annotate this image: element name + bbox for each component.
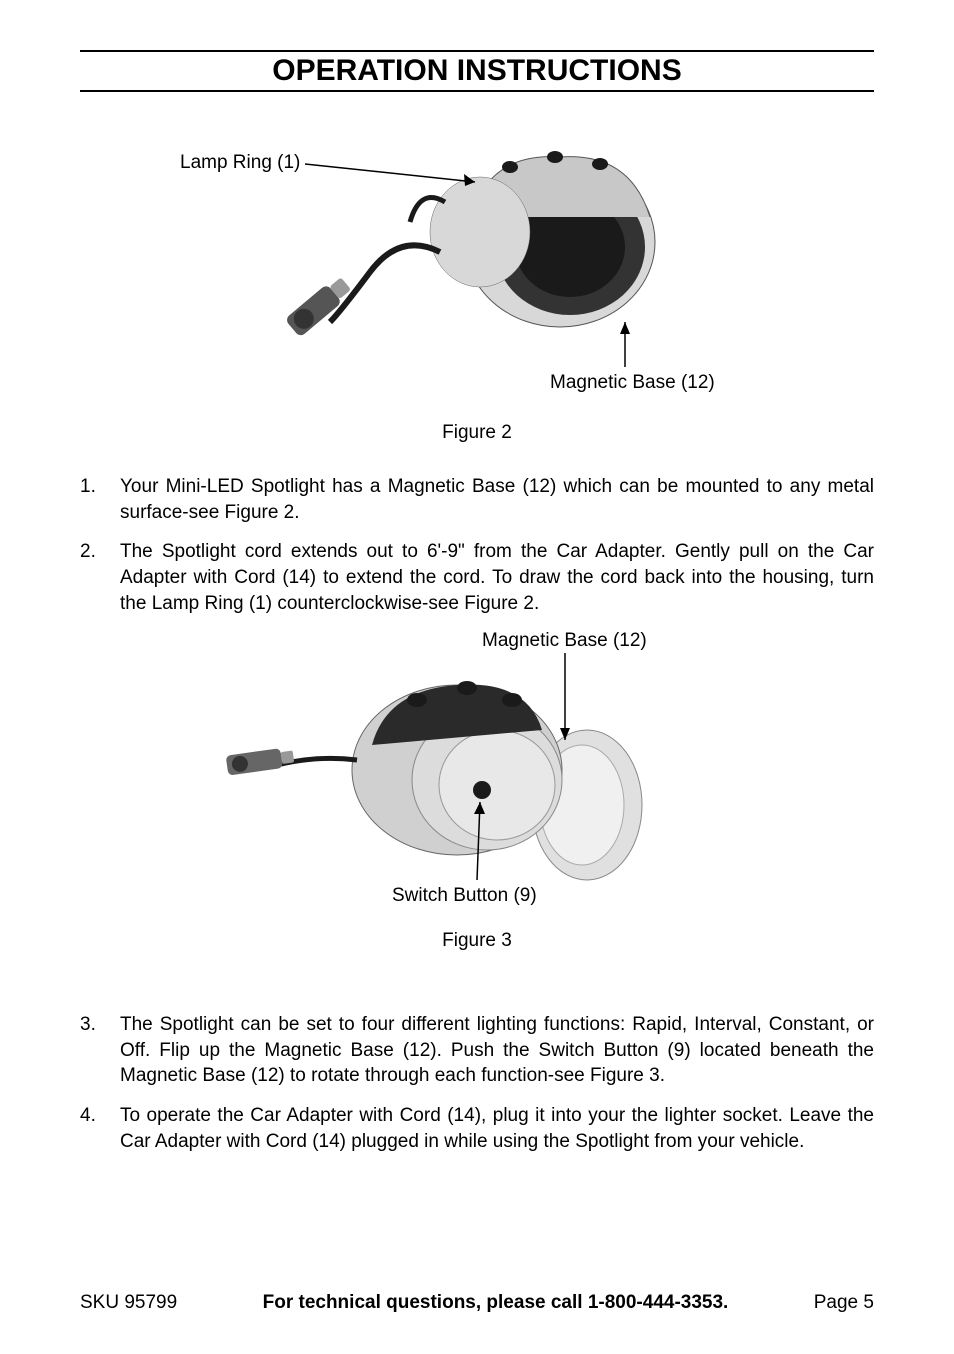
item-text: Your Mini-LED Spotlight has a Magnetic B… — [120, 474, 874, 525]
item-number: 1. — [80, 474, 120, 525]
instruction-list-top: 1. Your Mini-LED Spotlight has a Magneti… — [80, 474, 874, 616]
figure-2-caption: Figure 2 — [80, 422, 874, 444]
instruction-item: 4. To operate the Car Adapter with Cord … — [80, 1103, 874, 1154]
section-title: OPERATION INSTRUCTIONS — [80, 50, 874, 92]
instruction-item: 1. Your Mini-LED Spotlight has a Magneti… — [80, 474, 874, 525]
footer-center: For technical questions, please call 1-8… — [263, 1292, 729, 1314]
item-text: To operate the Car Adapter with Cord (14… — [120, 1103, 874, 1154]
figure-3-svg — [177, 630, 777, 910]
magnetic-base-label-fig2: Magnetic Base (12) — [550, 372, 715, 394]
footer-sku: SKU 95799 — [80, 1292, 177, 1314]
item-number: 3. — [80, 1012, 120, 1089]
instruction-item: 3. The Spotlight can be set to four diff… — [80, 1012, 874, 1089]
item-text: The Spotlight can be set to four differe… — [120, 1012, 874, 1089]
item-number: 2. — [80, 539, 120, 616]
instruction-item: 2. The Spotlight cord extends out to 6'-… — [80, 539, 874, 616]
figure-3-caption: Figure 3 — [80, 930, 874, 952]
lamp-ring-label: Lamp Ring (1) — [180, 152, 300, 174]
page-footer: SKU 95799 For technical questions, pleas… — [80, 1292, 874, 1314]
magnetic-base-label-fig3: Magnetic Base (12) — [482, 630, 647, 652]
instruction-list-bottom: 3. The Spotlight can be set to four diff… — [80, 1012, 874, 1154]
item-text: The Spotlight cord extends out to 6'-9" … — [120, 539, 874, 616]
item-number: 4. — [80, 1103, 120, 1154]
figure-2-container: Lamp Ring (1) Magnetic Base (12) — [150, 122, 850, 412]
switch-button-label: Switch Button (9) — [392, 885, 537, 907]
footer-page: Page 5 — [814, 1292, 874, 1314]
figure-3-container: Magnetic Base (12) Switch Button (9) — [177, 630, 777, 920]
